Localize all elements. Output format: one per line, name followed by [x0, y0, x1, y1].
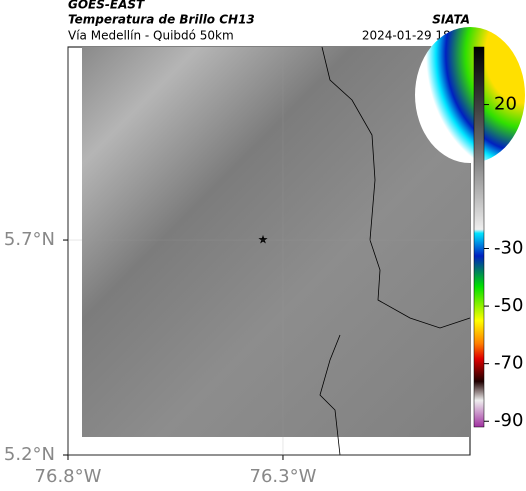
colorbar-tick-label: -30 [494, 238, 523, 259]
x-tick-label: 76.3°W [250, 466, 317, 487]
x-tick-label: 76.8°W [35, 466, 102, 487]
y-tick-label: 5.7°N [4, 229, 55, 250]
title: GOES-EAST [68, 0, 145, 12]
colorbar-tick-label: -50 [494, 295, 523, 316]
border [319, 334, 341, 456]
colorbar-tick-label: 20 [494, 94, 517, 115]
colorbar [473, 46, 485, 428]
satellite-image [82, 47, 470, 437]
subtitle: Temperatura de Brillo CH13 [68, 13, 255, 27]
location-marker: ★ [258, 233, 269, 247]
colorbar-tick-label: -70 [494, 353, 523, 374]
caption: Vía Medellín - Quibdó 50km [68, 29, 234, 43]
y-tick-label: 5.2°N [4, 444, 55, 465]
cold-cloud [415, 27, 525, 163]
colorbar-tick-label: -90 [494, 410, 523, 431]
source: SIATA [432, 13, 470, 27]
